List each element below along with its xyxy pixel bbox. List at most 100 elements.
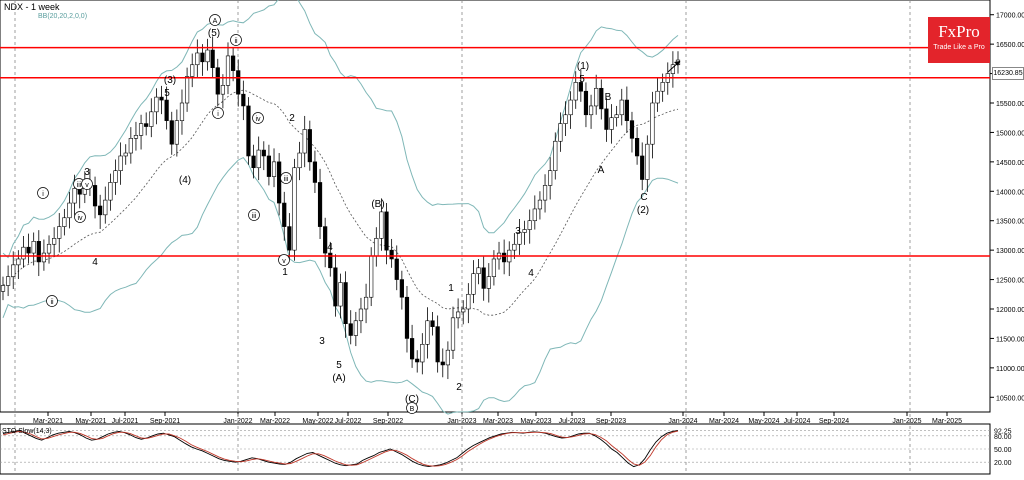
candle-down — [307, 129, 312, 163]
fxpro-logo: FxPro Trade Like a Pro — [928, 17, 990, 63]
wave-label: 2 — [456, 382, 462, 393]
candle-up — [660, 82, 665, 92]
candle-down — [599, 87, 604, 110]
candle-up — [11, 264, 16, 277]
y-tick-label: 10500.00 — [996, 395, 1024, 402]
stochastic-level-label: 80.00 — [994, 434, 1012, 441]
y-tick-label: 16500.00 — [996, 42, 1024, 49]
wave-label: 4 — [327, 242, 333, 253]
y-tick-label: 14500.00 — [996, 160, 1024, 167]
candle-up — [292, 167, 297, 251]
candle-down — [210, 49, 215, 68]
candle-up — [588, 105, 594, 116]
candle-up — [655, 90, 660, 104]
x-tick-label: Jul-2022 — [335, 418, 362, 425]
candle-down — [251, 155, 256, 169]
candle-down — [502, 252, 507, 263]
candle-up — [563, 114, 568, 124]
wave-label: ii — [50, 299, 54, 306]
candle-up — [133, 135, 139, 139]
candle-down — [282, 202, 287, 227]
candle-down — [604, 108, 609, 130]
wave-label-circle — [406, 402, 418, 414]
wave-label: (1) — [577, 61, 589, 72]
candle-down — [98, 205, 103, 216]
wave-label: A — [213, 18, 218, 25]
candle-down — [440, 361, 445, 366]
candle-up — [450, 317, 456, 351]
y-tick-label: 15000.00 — [996, 130, 1024, 137]
x-tick-label: Mar-2025 — [932, 418, 962, 425]
y-tick-label: 12500.00 — [996, 278, 1024, 285]
wave-label: C — [640, 192, 647, 203]
y-tick-label: 17000.00 — [996, 13, 1024, 20]
candle-down — [435, 326, 440, 363]
candle-down — [266, 155, 272, 177]
candle-down — [261, 149, 266, 157]
candle-up — [456, 311, 461, 319]
candle-down — [36, 241, 41, 263]
candle-up — [461, 308, 466, 313]
candle-down — [578, 82, 583, 92]
candle-up — [363, 296, 369, 310]
candle-up — [195, 52, 200, 66]
candle-up — [256, 149, 261, 169]
candle-down — [92, 185, 98, 207]
wave-label-circle — [280, 172, 292, 184]
candle-up — [67, 202, 72, 219]
wave-label: ii — [234, 38, 238, 45]
wave-label: iv — [255, 116, 261, 123]
candle-up — [491, 258, 497, 277]
candle-up — [353, 320, 358, 336]
wave-label: 4 — [528, 268, 534, 279]
candle-up — [21, 246, 26, 260]
stochastic-level-label: 92.25 — [994, 428, 1012, 435]
arrow-head — [674, 61, 680, 66]
wave-label-circle — [230, 34, 242, 46]
wave-label: B — [605, 92, 612, 103]
candle-up — [537, 199, 543, 210]
wave-label: iii — [284, 176, 289, 183]
candle-up — [573, 82, 578, 101]
candle-up — [220, 85, 225, 95]
candle-down — [164, 99, 169, 121]
candle-up — [553, 140, 558, 171]
candle-down — [215, 67, 220, 95]
candle-up — [532, 208, 537, 222]
candle-down — [159, 96, 164, 101]
candle-down — [583, 90, 589, 116]
candle-up — [558, 123, 563, 142]
candle-up — [190, 64, 195, 77]
wave-label-circle — [74, 211, 86, 223]
wave-label: 3 — [84, 167, 90, 178]
bb-middle-line — [2, 89, 679, 316]
candle-down — [389, 249, 394, 260]
candle-down — [323, 226, 328, 254]
candle-up — [0, 285, 6, 292]
candle-up — [128, 138, 133, 154]
y-tick-label: 13500.00 — [996, 219, 1024, 226]
wave-label: iii — [77, 182, 82, 189]
candle-up — [184, 76, 190, 104]
candle-up — [205, 49, 210, 63]
candle-up — [46, 243, 52, 254]
candle-down — [404, 296, 410, 339]
stochastic-level-label: 20.00 — [994, 460, 1012, 467]
candle-up — [425, 320, 430, 345]
indicator-label: BB(20,20,2,0,0) — [38, 13, 88, 20]
candle-up — [645, 143, 650, 180]
wave-label: 1 — [448, 283, 454, 294]
candle-down — [144, 123, 149, 127]
candle-down — [328, 252, 333, 269]
current-price-badge: 16230.85 — [992, 67, 1024, 80]
wave-label: 5 — [579, 74, 585, 85]
x-tick-label: May-2022 — [302, 418, 333, 425]
wave-label: 5 — [336, 360, 342, 371]
candle-down — [241, 93, 246, 107]
x-tick-label: Jan-2025 — [892, 418, 921, 425]
x-tick-label: Mar-2022 — [260, 418, 290, 425]
candle-up — [174, 120, 179, 145]
x-tick-label: Mar-2023 — [483, 418, 513, 425]
x-tick-label: May-2023 — [520, 418, 551, 425]
